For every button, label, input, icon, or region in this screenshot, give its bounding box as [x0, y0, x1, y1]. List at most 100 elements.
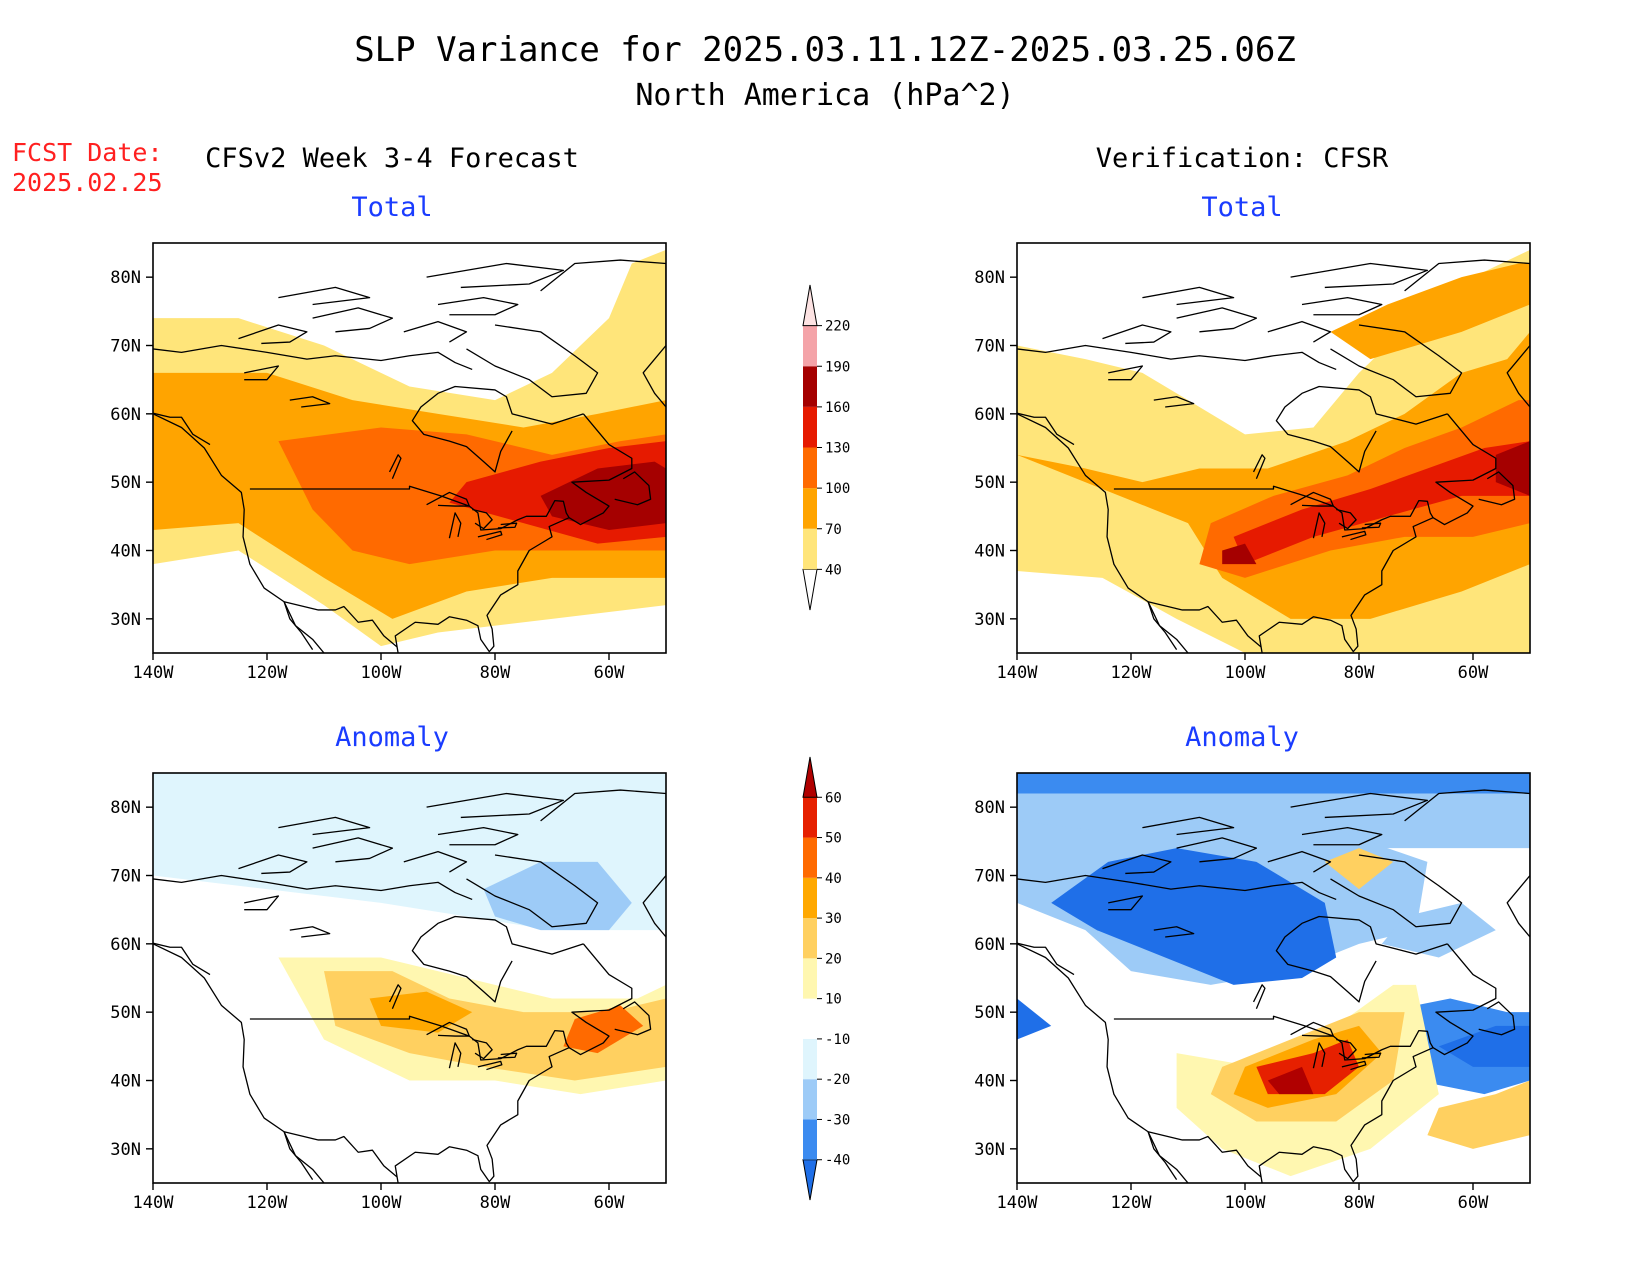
coastline — [1301, 297, 1383, 316]
lon-tick-label: 80W — [1344, 1193, 1375, 1213]
colorbar-label: 40 — [825, 562, 842, 578]
colorbar-label: 190 — [825, 359, 850, 375]
coastline — [1404, 789, 1530, 938]
coastline — [312, 307, 394, 333]
shaded-field-cfsr-total — [1017, 243, 1530, 653]
colorbar-anomaly: -40 -30 -20 -10 10 20 30 40 50 60 — [802, 756, 850, 1201]
panel-frame — [1016, 772, 1531, 1184]
colorbar-end-cap — [802, 1159, 818, 1201]
coastline — [1147, 601, 1262, 648]
coastline — [1108, 895, 1144, 911]
coastline — [1252, 454, 1266, 480]
contour-region — [483, 861, 632, 931]
shaded-field-fcst-anomaly — [153, 773, 666, 1183]
coastline — [278, 816, 371, 836]
lon-tick-label: 100W — [361, 1193, 403, 1213]
contour-region — [1267, 1066, 1314, 1095]
column-title-verification: Verification: CFSR — [1095, 143, 1389, 174]
colorbar-segment — [803, 528, 817, 570]
lat-tick-label: 40N — [974, 1072, 1005, 1092]
colorbar-label: 10 — [825, 992, 842, 1008]
coastline — [1330, 854, 1463, 928]
coastline — [283, 1131, 398, 1178]
coastline — [244, 895, 280, 911]
coastline — [244, 365, 280, 381]
lat-tick-label: 50N — [110, 473, 141, 493]
coastline — [1147, 1131, 1178, 1180]
contour-region — [1051, 848, 1337, 985]
lon-tick-label: 100W — [1225, 663, 1267, 683]
coastline — [394, 413, 633, 653]
lon-tick-label: 60W — [1458, 663, 1489, 683]
coastline — [437, 297, 519, 316]
panel-frame — [152, 772, 667, 1184]
panel-title-fcst-total: Total — [351, 192, 433, 223]
lon-tick-label: 120W — [247, 1193, 289, 1213]
lon-tick-label: 80W — [480, 1193, 511, 1213]
coastline — [289, 926, 331, 938]
coastline — [1301, 827, 1383, 846]
lat-tick-label: 70N — [110, 867, 141, 887]
coastline — [1290, 262, 1429, 289]
lat-tick-label: 80N — [974, 798, 1005, 818]
coastline — [1147, 1131, 1262, 1178]
coastlines-cfsr-anomaly — [1017, 789, 1530, 1183]
coastline — [1258, 943, 1497, 1183]
coastline — [1478, 1001, 1516, 1036]
colorbar-label: 40 — [825, 871, 842, 887]
lat-tick-label: 50N — [974, 1003, 1005, 1023]
lon-tick-label: 60W — [594, 1193, 625, 1213]
panel-title-cfsr-total: Total — [1201, 192, 1283, 223]
colorbar-end-cap — [802, 568, 818, 611]
coastline — [426, 1021, 471, 1037]
colorbar-segment — [803, 877, 817, 919]
panel-frame — [1016, 242, 1531, 654]
map-panel-fcst-total: 80N 70N 60N 50N 40N 30N 140W 120W 100W 80W 60W — [110, 242, 667, 683]
contour-region — [1330, 263, 1530, 360]
coastline — [153, 412, 211, 446]
coastline — [1252, 984, 1266, 1010]
coastline — [1102, 854, 1172, 875]
coastline — [1404, 259, 1530, 408]
colorbar-total: 40 70 100 130 160 190 220 — [802, 284, 850, 611]
panel-frame — [152, 242, 667, 654]
colorbar-label: 30 — [825, 911, 842, 927]
contour-region — [563, 1005, 644, 1054]
figure-subtitle: North America (hPa^2) — [635, 78, 1015, 113]
colorbar-segment — [803, 1038, 817, 1080]
coastline — [1102, 324, 1172, 345]
coastline — [289, 396, 331, 408]
lon-tick-label: 100W — [1225, 1193, 1267, 1213]
coastline — [388, 454, 402, 480]
colorbar-segment — [803, 958, 817, 999]
column-title-forecast: CFSv2 Week 3-4 Forecast — [205, 143, 579, 174]
map-panel-cfsr-anomaly: 80N 70N 60N 50N 40N 30N 140W 120W 100W 80W 60W — [974, 772, 1531, 1213]
coastline — [1312, 1042, 1326, 1069]
coastline — [1312, 512, 1326, 539]
coastline — [1017, 412, 1075, 446]
colorbar-segment — [803, 325, 817, 367]
lon-tick-label: 120W — [1111, 663, 1153, 683]
lat-tick-label: 30N — [974, 610, 1005, 630]
lat-tick-label: 70N — [110, 337, 141, 357]
coastline — [153, 344, 473, 371]
colorbar-segment — [803, 366, 817, 407]
coastline — [614, 471, 652, 506]
colorbar-label: 20 — [825, 951, 842, 967]
colorbar-segment — [803, 837, 817, 878]
coastline — [1147, 601, 1178, 650]
coastline — [1330, 324, 1463, 398]
coastline — [1142, 286, 1235, 306]
lat-tick-label: 70N — [974, 867, 1005, 887]
coastline — [1341, 1060, 1367, 1071]
contour-region — [1381, 902, 1496, 958]
contour-region — [1438, 1025, 1530, 1067]
lon-tick-label: 140W — [133, 1193, 175, 1213]
lat-tick-label: 80N — [110, 268, 141, 288]
coastline — [614, 1001, 652, 1036]
coastline — [249, 485, 570, 531]
coastline — [1267, 850, 1332, 873]
coastline — [249, 1015, 570, 1061]
lat-tick-label: 40N — [974, 542, 1005, 562]
lat-tick-label: 50N — [110, 1003, 141, 1023]
